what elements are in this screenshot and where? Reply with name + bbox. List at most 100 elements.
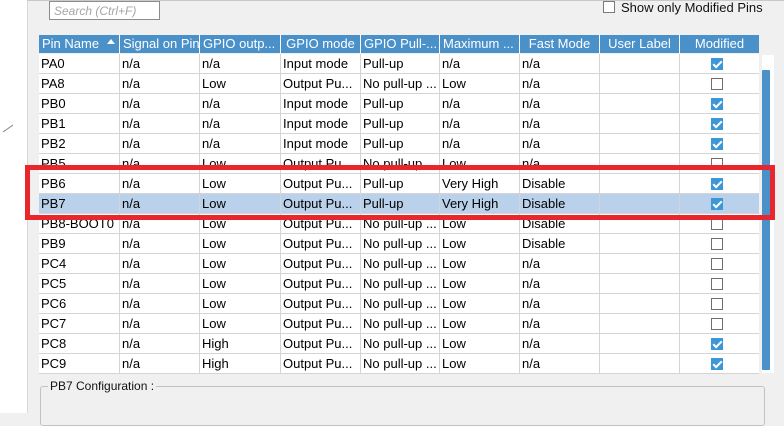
- cell-max-speed[interactable]: Low: [440, 334, 520, 353]
- checkbox-empty-icon[interactable]: [711, 258, 723, 270]
- cell-user-label[interactable]: [600, 294, 680, 313]
- cell-gpio-mode[interactable]: Output Pu...: [281, 354, 361, 373]
- cell-gpio-output[interactable]: Low: [200, 174, 281, 193]
- cell-signal[interactable]: n/a: [120, 334, 200, 353]
- cell-max-speed[interactable]: Low: [440, 274, 520, 293]
- cell-user-label[interactable]: [600, 234, 680, 253]
- table-row[interactable]: PB6 n/a Low Output Pu... Pull-up Very High Dis…: [39, 174, 759, 194]
- cell-gpio-mode[interactable]: Output Pu...: [281, 174, 361, 193]
- cell-max-speed[interactable]: n/a: [440, 94, 520, 113]
- cell-pin-name[interactable]: PB2: [39, 134, 120, 153]
- cell-user-label[interactable]: [600, 154, 680, 173]
- cell-gpio-mode[interactable]: Output Pu...: [281, 254, 361, 273]
- cell-gpio-output[interactable]: High: [200, 334, 281, 353]
- cell-user-label[interactable]: [600, 214, 680, 233]
- column-header-modified[interactable]: Modified: [680, 35, 759, 53]
- cell-pin-name[interactable]: PB7: [39, 194, 120, 213]
- cell-gpio-output[interactable]: n/a: [200, 54, 281, 73]
- cell-gpio-mode[interactable]: Input mode: [281, 54, 361, 73]
- cell-pin-name[interactable]: PB9: [39, 234, 120, 253]
- cell-gpio-mode[interactable]: Output Pu...: [281, 334, 361, 353]
- cell-pin-name[interactable]: PB0: [39, 94, 120, 113]
- cell-pin-name[interactable]: PC6: [39, 294, 120, 313]
- cell-max-speed[interactable]: Low: [440, 254, 520, 273]
- cell-pin-name[interactable]: PC7: [39, 314, 120, 333]
- cell-fast-mode[interactable]: Disable: [520, 174, 600, 193]
- cell-gpio-pull[interactable]: No pull-up ...: [361, 334, 440, 353]
- checkmark-icon[interactable]: [711, 118, 723, 130]
- cell-max-speed[interactable]: n/a: [440, 114, 520, 133]
- checkbox-empty-icon[interactable]: [711, 278, 723, 290]
- cell-gpio-pull[interactable]: No pull-up ...: [361, 74, 440, 93]
- cell-user-label[interactable]: [600, 314, 680, 333]
- cell-signal[interactable]: n/a: [120, 74, 200, 93]
- cell-gpio-pull[interactable]: Pull-up: [361, 134, 440, 153]
- sort-ascending-icon[interactable]: [107, 39, 115, 44]
- table-row[interactable]: PB9 n/a Low Output Pu... No pull-up ... Low Di…: [39, 234, 759, 254]
- cell-max-speed[interactable]: Very High: [440, 194, 520, 213]
- checkmark-icon[interactable]: [711, 338, 723, 350]
- table-row[interactable]: PB1 n/a n/a Input mode Pull-up n/a n/a: [39, 114, 759, 134]
- cell-gpio-mode[interactable]: Output Pu...: [281, 274, 361, 293]
- cell-gpio-pull[interactable]: No pull-up ...: [361, 354, 440, 373]
- cell-gpio-output[interactable]: n/a: [200, 94, 281, 113]
- cell-fast-mode[interactable]: n/a: [520, 334, 600, 353]
- column-header-signal[interactable]: Signal on Pin: [120, 35, 200, 53]
- checkmark-icon[interactable]: [711, 358, 723, 370]
- cell-gpio-pull[interactable]: Pull-up: [361, 94, 440, 113]
- cell-signal[interactable]: n/a: [120, 94, 200, 113]
- cell-pin-name[interactable]: PC5: [39, 274, 120, 293]
- column-header-gpio-pull[interactable]: GPIO Pull-...: [361, 35, 440, 53]
- cell-fast-mode[interactable]: n/a: [520, 94, 600, 113]
- search-input[interactable]: [49, 1, 160, 20]
- cell-signal[interactable]: n/a: [120, 314, 200, 333]
- column-header-gpio-mode[interactable]: GPIO mode: [281, 35, 361, 53]
- cell-user-label[interactable]: [600, 94, 680, 113]
- checkmark-icon[interactable]: [711, 98, 723, 110]
- cell-gpio-output[interactable]: Low: [200, 194, 281, 213]
- cell-signal[interactable]: n/a: [120, 134, 200, 153]
- cell-pin-name[interactable]: PB6: [39, 174, 120, 193]
- cell-gpio-output[interactable]: Low: [200, 294, 281, 313]
- table-row[interactable]: PB2 n/a n/a Input mode Pull-up n/a n/a: [39, 134, 759, 154]
- cell-gpio-mode[interactable]: Output Pu...: [281, 74, 361, 93]
- cell-max-speed[interactable]: n/a: [440, 54, 520, 73]
- column-header-fast-mode[interactable]: Fast Mode: [520, 35, 600, 53]
- checkmark-icon[interactable]: [711, 178, 723, 190]
- cell-gpio-mode[interactable]: Output Pu...: [281, 294, 361, 313]
- checkbox-empty-icon[interactable]: [711, 298, 723, 310]
- column-header-user-label[interactable]: User Label: [600, 35, 680, 53]
- cell-pin-name[interactable]: PC4: [39, 254, 120, 273]
- cell-gpio-pull[interactable]: No pull-up ...: [361, 314, 440, 333]
- column-header-max-speed[interactable]: Maximum ...: [440, 35, 520, 53]
- cell-signal[interactable]: n/a: [120, 194, 200, 213]
- cell-user-label[interactable]: [600, 354, 680, 373]
- cell-user-label[interactable]: [600, 334, 680, 353]
- cell-pin-name[interactable]: PA0: [39, 54, 120, 73]
- cell-pin-name[interactable]: PB1: [39, 114, 120, 133]
- cell-gpio-pull[interactable]: Pull-up: [361, 114, 440, 133]
- cell-gpio-output[interactable]: Low: [200, 274, 281, 293]
- cell-max-speed[interactable]: Low: [440, 74, 520, 93]
- cell-signal[interactable]: n/a: [120, 114, 200, 133]
- cell-pin-name[interactable]: PA8: [39, 74, 120, 93]
- cell-fast-mode[interactable]: n/a: [520, 254, 600, 273]
- checkmark-icon[interactable]: [711, 58, 723, 70]
- cell-max-speed[interactable]: Low: [440, 354, 520, 373]
- cell-fast-mode[interactable]: n/a: [520, 114, 600, 133]
- cell-gpio-output[interactable]: High: [200, 354, 281, 373]
- cell-fast-mode[interactable]: n/a: [520, 54, 600, 73]
- cell-signal[interactable]: n/a: [120, 354, 200, 373]
- cell-gpio-pull[interactable]: No pull-up ...: [361, 234, 440, 253]
- column-header-pin-name[interactable]: Pin Name: [39, 35, 120, 53]
- table-row[interactable]: PC9 n/a High Output Pu... No pull-up ... Low n…: [39, 354, 759, 374]
- cell-gpio-output[interactable]: Low: [200, 314, 281, 333]
- cell-user-label[interactable]: [600, 134, 680, 153]
- cell-gpio-mode[interactable]: Input mode: [281, 94, 361, 113]
- cell-gpio-output[interactable]: Low: [200, 234, 281, 253]
- cell-gpio-pull[interactable]: No pull-up ...: [361, 274, 440, 293]
- checkmark-icon[interactable]: [711, 198, 723, 210]
- table-row[interactable]: PC7 n/a Low Output Pu... No pull-up ... Low n/…: [39, 314, 759, 334]
- cell-gpio-mode[interactable]: Input mode: [281, 134, 361, 153]
- cell-max-speed[interactable]: n/a: [440, 134, 520, 153]
